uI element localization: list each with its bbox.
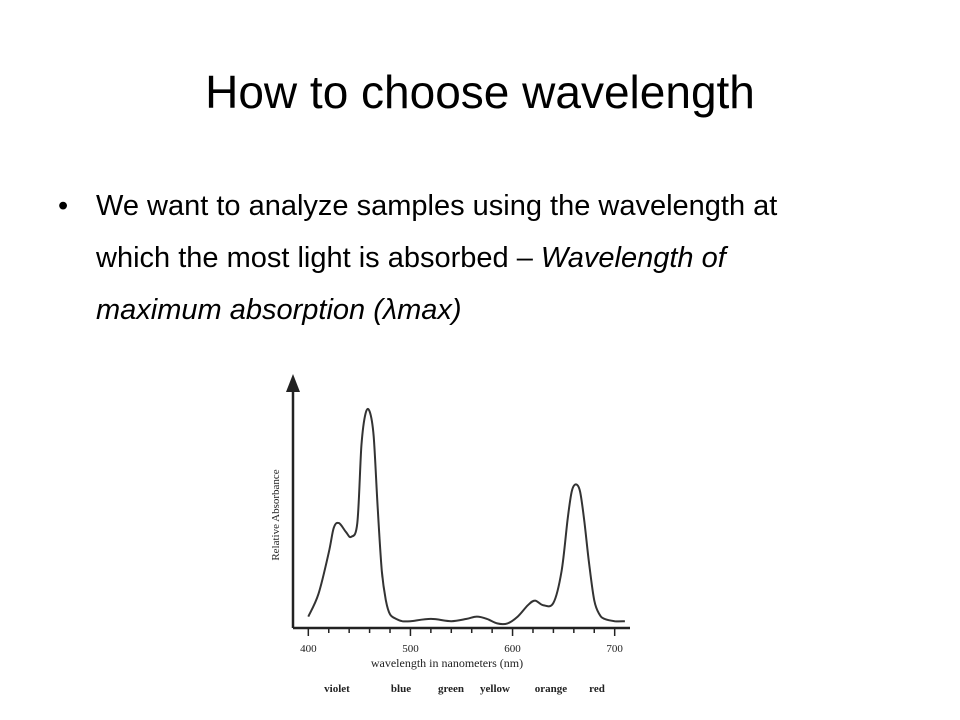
bullet-text-plain: We want to analyze samples using the wav…: [96, 190, 778, 274]
y-axis-arrowhead: [286, 374, 300, 392]
color-band-label-violet: violet: [324, 683, 350, 695]
x-tick-label: 600: [504, 643, 521, 655]
bullet-dot: •: [58, 190, 69, 222]
bullet-text: We want to analyze samples using the wav…: [96, 180, 786, 336]
x-tick-label: 400: [300, 643, 317, 655]
color-band-label-blue: blue: [391, 683, 411, 695]
color-band-labels: violet blue green yellow orange red: [324, 683, 605, 695]
color-band-label-green: green: [438, 683, 464, 695]
x-tick-label: 500: [402, 643, 419, 655]
bullet-text-italic: Wavelength of maximum absorption (λmax): [96, 242, 726, 326]
x-axis-ticks: [307, 628, 616, 636]
absorbance-spectrum-chart: 400 500 600 700 Relative Absorbance wavelen…: [270, 374, 630, 695]
absorbance-curve: [307, 407, 625, 626]
x-axis-tick-labels: 400 500 600 700: [300, 643, 623, 655]
y-axis-label: Relative Absorbance: [270, 469, 282, 560]
color-band-label-orange: orange: [535, 683, 568, 695]
color-band-label-yellow: yellow: [480, 683, 510, 695]
slide-title: How to choose wavelength: [205, 66, 755, 118]
x-tick-label: 700: [606, 643, 623, 655]
x-axis-label: wavelength in nanometers (nm): [371, 656, 523, 670]
color-band-label-red: red: [589, 683, 605, 695]
